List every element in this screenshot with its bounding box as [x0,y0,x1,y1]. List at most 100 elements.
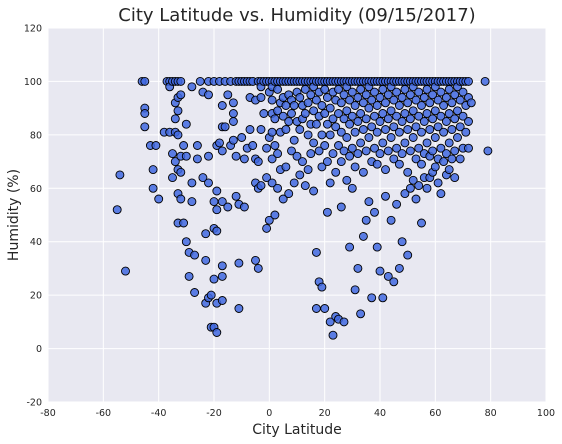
data-point [256,125,266,134]
data-point [267,127,277,137]
data-point [353,263,363,273]
data-point [253,157,263,167]
data-point [417,127,426,137]
data-point [408,175,418,185]
data-point [187,82,197,92]
data-point [389,95,399,105]
data-point [320,141,330,150]
y-tick-label: 20 [30,291,42,302]
y-tick-label: 60 [30,184,42,195]
scatter-points [112,76,493,340]
data-point [422,84,432,94]
data-point [231,191,241,201]
data-point [353,149,363,159]
data-point [309,186,319,196]
data-point [464,76,473,86]
data-point [292,151,302,161]
data-point [320,304,330,313]
data-point [212,205,222,215]
data-point [278,111,288,121]
data-point [204,178,213,188]
data-point [381,191,390,201]
data-point [317,162,327,172]
data-point [328,114,338,124]
data-point [405,90,415,100]
data-point [325,317,335,327]
data-point [392,199,402,209]
data-point [450,114,460,124]
data-point [228,109,238,118]
data-point [148,165,158,175]
x-ticks: -80 -60 -40 -20 0 20 40 60 80 100 [40,408,555,419]
data-point [181,237,191,247]
data-point [184,271,194,281]
data-point [375,117,385,126]
data-point [228,135,238,145]
data-point [441,117,451,126]
y-tick-label: 40 [30,237,42,248]
data-point [389,154,399,164]
data-point [217,101,227,110]
x-tick-label: -80 [40,408,56,419]
data-point [392,143,402,153]
data-point [345,95,355,105]
x-tick-label: 100 [537,408,555,419]
data-point [298,157,307,167]
data-point [455,122,465,132]
data-point [234,258,244,268]
data-point [289,101,299,110]
y-ticks: -20 0 20 40 60 80 100 120 [24,24,42,409]
data-point [347,87,357,97]
data-point [364,133,374,142]
data-point [383,271,393,281]
data-point [345,151,355,161]
data-point [397,117,407,126]
data-point [334,84,343,94]
data-point [281,162,291,172]
data-point [309,106,319,116]
data-point [378,84,388,94]
data-point [383,114,393,124]
data-point [154,194,164,204]
data-point [436,87,446,97]
data-point [436,143,446,153]
data-point [322,207,332,217]
data-point [273,183,283,193]
data-point [441,149,451,159]
data-point [381,98,390,108]
data-point [450,90,460,100]
x-tick-label: 40 [374,408,386,419]
data-point [361,146,371,156]
data-point [386,215,396,225]
data-point [370,111,379,121]
data-point [428,146,438,156]
data-point [383,146,393,156]
data-point [397,93,407,102]
data-point [287,146,296,156]
data-point [447,98,457,108]
data-point [394,159,404,169]
data-point [228,117,238,126]
data-point [317,282,327,292]
data-point [345,119,355,129]
data-point [336,202,346,212]
data-point [168,173,177,183]
data-point [253,263,263,273]
data-point [375,149,385,159]
data-point [320,84,330,94]
data-point [455,154,465,164]
data-point [422,183,432,193]
data-point [345,242,355,252]
data-point [237,133,247,142]
data-point [264,215,274,225]
data-point [389,277,399,287]
data-point [411,95,421,105]
data-point [350,285,360,295]
data-point [204,90,213,100]
data-point [311,304,321,313]
data-point [215,138,224,148]
y-axis-label: Humidity (%) [6,169,22,261]
data-point [334,141,343,150]
data-point [361,215,371,225]
